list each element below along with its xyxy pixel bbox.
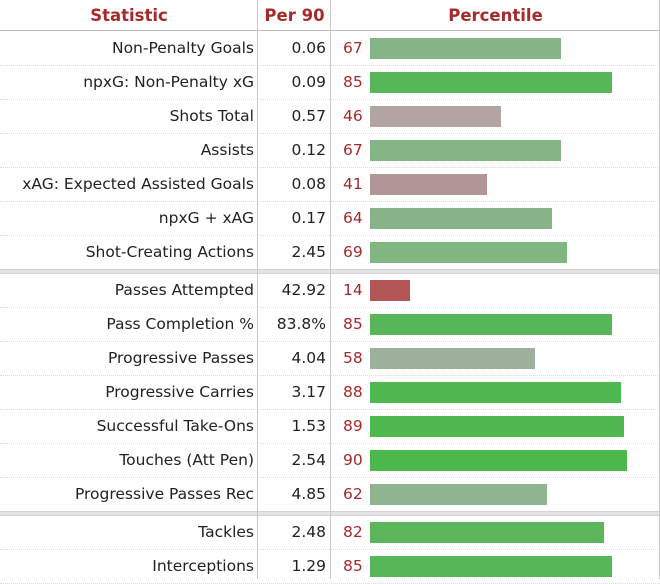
percentile-bar — [370, 314, 612, 335]
percentile-bar — [370, 450, 627, 471]
stat-name: Shots Total — [169, 107, 254, 125]
per90-value: 3.17 — [291, 383, 326, 401]
percentile-value: 67 — [343, 141, 363, 159]
percentile-bar — [370, 208, 552, 229]
percentile-cell: 90 — [331, 444, 660, 477]
percentile-value: 62 — [343, 485, 363, 503]
per90-value: 0.12 — [291, 141, 326, 159]
percentile-bar — [370, 522, 604, 543]
per90-value: 2.48 — [291, 523, 326, 541]
percentile-value: 46 — [343, 107, 363, 125]
percentile-value: 67 — [343, 39, 363, 57]
stat-name: Pass Completion % — [106, 315, 254, 333]
per90-value: 1.53 — [291, 417, 326, 435]
percentile-cell: 41 — [331, 168, 660, 201]
percentile-value: 69 — [343, 243, 363, 261]
stat-name: Progressive Passes Rec — [74, 485, 254, 503]
table-row: npxG: Non-Penalty xG 0.09 85 — [0, 66, 660, 100]
percentile-cell: 85 — [331, 308, 660, 341]
percentile-value: 85 — [343, 315, 363, 333]
table-row: Non-Penalty Goals 0.06 67 — [0, 32, 660, 66]
stat-name: Non-Penalty Goals — [111, 39, 254, 57]
column-divider — [257, 0, 258, 579]
per90-value: 83.8% — [276, 315, 326, 333]
percentile-value: 58 — [343, 349, 363, 367]
percentile-bar — [370, 382, 621, 403]
percentile-bar — [370, 140, 561, 161]
header-percentile[interactable]: Percentile — [331, 0, 660, 31]
per90-value: 1.29 — [291, 557, 326, 575]
percentile-cell: 82 — [331, 516, 660, 549]
percentile-cell: 64 — [331, 202, 660, 235]
percentile-value: 89 — [343, 417, 363, 435]
per90-value: 2.45 — [291, 243, 326, 261]
stat-name: npxG + xAG — [158, 209, 254, 227]
percentile-bar — [370, 106, 501, 127]
per90-value: 4.85 — [291, 485, 326, 503]
table-row: Passes Attempted 42.92 14 — [0, 274, 660, 308]
percentile-cell: 85 — [331, 66, 660, 99]
stat-name: Passes Attempted — [114, 281, 254, 299]
per90-value: 42.92 — [281, 281, 326, 299]
percentile-value: 88 — [343, 383, 363, 401]
stat-name: Progressive Passes — [107, 349, 254, 367]
percentile-bar — [370, 38, 561, 59]
stat-name: Shot-Creating Actions — [85, 243, 254, 261]
percentile-value: 85 — [343, 557, 363, 575]
per90-value: 0.09 — [291, 73, 326, 91]
per90-value: 0.57 — [291, 107, 326, 125]
per90-value: 0.17 — [291, 209, 326, 227]
percentile-bar — [370, 484, 547, 505]
percentile-value: 41 — [343, 175, 363, 193]
percentile-cell: 89 — [331, 410, 660, 443]
percentile-value: 85 — [343, 73, 363, 91]
percentile-bar — [370, 416, 624, 437]
percentile-cell: 67 — [331, 32, 660, 65]
percentile-bar — [370, 348, 535, 369]
percentile-bar — [370, 280, 410, 301]
percentile-bar — [370, 72, 612, 93]
stat-name: npxG: Non-Penalty xG — [83, 73, 254, 91]
stat-name: Interceptions — [152, 557, 254, 575]
percentile-cell: 58 — [331, 342, 660, 375]
header-statistic[interactable]: Statistic — [0, 0, 258, 31]
percentile-cell: 62 — [331, 478, 660, 511]
per90-value: 0.06 — [291, 39, 326, 57]
percentile-cell: 67 — [331, 134, 660, 167]
per90-value: 4.04 — [291, 349, 326, 367]
per90-value: 0.08 — [291, 175, 326, 193]
percentile-cell: 14 — [331, 274, 660, 307]
column-divider — [330, 0, 331, 579]
table-row: npxG + xAG 0.17 64 — [0, 202, 660, 236]
percentile-value: 64 — [343, 209, 363, 227]
per90-value: 2.54 — [291, 451, 326, 469]
stat-name: Touches (Att Pen) — [119, 451, 254, 469]
stat-name: Tackles — [198, 523, 254, 541]
table-row: Interceptions 1.29 85 — [0, 550, 660, 584]
header-per90[interactable]: Per 90 — [258, 0, 331, 31]
percentile-value: 82 — [343, 523, 363, 541]
percentile-cell: 69 — [331, 236, 660, 269]
percentile-bar — [370, 556, 612, 577]
stat-name: Assists — [200, 141, 254, 159]
table-row: Touches (Att Pen) 2.54 90 — [0, 444, 660, 478]
percentile-bar — [370, 174, 487, 195]
stat-name: Progressive Carries — [105, 383, 254, 401]
percentile-cell: 46 — [331, 100, 660, 133]
percentile-bar — [370, 242, 567, 263]
stat-name: xAG: Expected Assisted Goals — [22, 175, 254, 193]
percentile-cell: 88 — [331, 376, 660, 409]
percentile-cell: 85 — [331, 550, 660, 583]
percentile-value: 14 — [343, 281, 363, 299]
percentile-value: 90 — [343, 451, 363, 469]
stat-name: Successful Take-Ons — [96, 417, 254, 435]
